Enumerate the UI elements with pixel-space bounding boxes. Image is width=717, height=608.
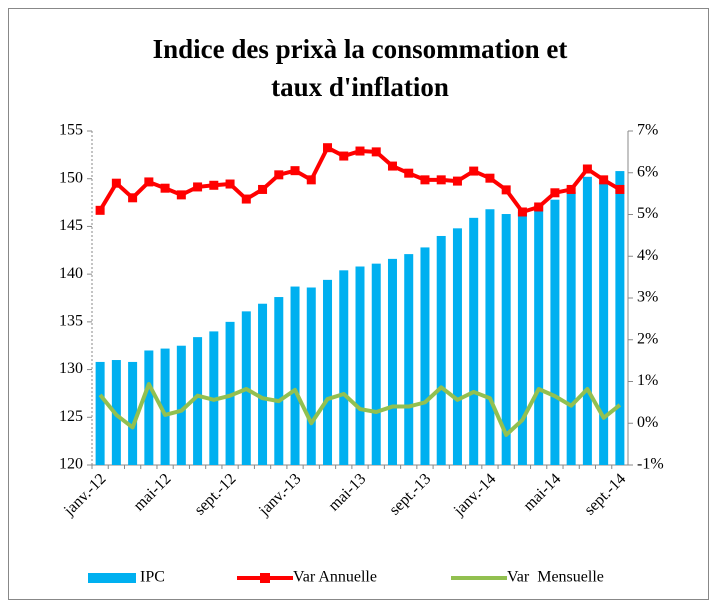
marker	[355, 146, 365, 156]
marker	[193, 182, 203, 192]
y-tick-label: 120	[59, 456, 83, 473]
bar	[566, 192, 576, 465]
marker	[111, 178, 121, 188]
y-tick-label: 135	[59, 313, 83, 330]
bar	[436, 235, 446, 465]
y2-tick-label: 0%	[637, 414, 658, 431]
bar	[404, 254, 414, 465]
bar	[387, 258, 397, 465]
bar	[339, 270, 349, 465]
marker	[404, 168, 414, 178]
y-tick-label: 140	[59, 265, 83, 282]
marker	[323, 143, 333, 153]
y-tick-label: 150	[59, 169, 83, 186]
marker	[290, 166, 300, 176]
bar	[160, 348, 170, 465]
y2-tick-label: 6%	[637, 163, 658, 180]
legend-swatch	[88, 573, 136, 583]
bar	[469, 217, 479, 465]
bar	[501, 214, 511, 465]
marker	[339, 151, 349, 161]
marker	[469, 166, 479, 176]
bar	[355, 266, 365, 465]
marker	[615, 184, 625, 194]
marker	[517, 207, 527, 217]
y2-tick-label: 1%	[637, 372, 658, 389]
marker	[274, 170, 284, 180]
marker	[95, 205, 105, 215]
bar	[582, 176, 592, 465]
bar	[274, 297, 284, 465]
marker	[550, 188, 560, 198]
marker	[582, 164, 592, 174]
bar	[290, 286, 300, 465]
y-tick-label: 130	[59, 360, 83, 377]
y2-tick-label: 5%	[637, 205, 658, 222]
marker	[599, 175, 609, 185]
marker	[566, 184, 576, 194]
marker	[128, 193, 138, 203]
bar	[420, 247, 430, 465]
bar	[323, 279, 333, 465]
bar	[550, 199, 560, 466]
y2-tick-label: 7%	[637, 122, 658, 139]
marker	[225, 179, 235, 189]
marker	[387, 161, 397, 171]
y2-tick-label: 4%	[637, 247, 658, 264]
bar	[615, 171, 625, 465]
marker	[452, 176, 462, 186]
marker	[485, 173, 495, 183]
marker	[176, 190, 186, 200]
marker	[144, 177, 154, 187]
bar	[95, 361, 105, 465]
bar	[534, 205, 544, 466]
bar	[193, 337, 203, 465]
y2-tick-label: 3%	[637, 289, 658, 306]
marker	[534, 202, 544, 212]
legend-label: Var Mensuelle	[507, 569, 604, 586]
legend-label: Var Annuelle	[293, 569, 377, 586]
y-tick-label: 155	[59, 122, 83, 139]
bar	[128, 361, 138, 465]
line	[98, 382, 622, 437]
bar	[144, 350, 154, 465]
marker	[501, 185, 511, 195]
legend-marker	[260, 573, 270, 583]
y2-tick-label: -1%	[637, 456, 664, 473]
bar	[176, 345, 186, 465]
chart-title: taux d'inflation	[271, 72, 449, 102]
marker	[241, 194, 251, 204]
bar	[371, 263, 381, 465]
marker	[258, 184, 268, 194]
chart-title: Indice des prixà la consommation et	[153, 34, 568, 64]
bar	[485, 209, 495, 465]
marker	[209, 180, 219, 190]
y-tick-label: 125	[59, 408, 83, 425]
marker	[436, 175, 446, 185]
bar	[306, 287, 316, 465]
bar	[599, 182, 609, 465]
bar	[452, 228, 462, 465]
marker	[306, 175, 316, 185]
y2-tick-label: 2%	[637, 330, 658, 347]
marker	[160, 183, 170, 193]
bar	[225, 321, 235, 465]
bar	[258, 303, 268, 465]
marker	[371, 147, 381, 157]
y-tick-label: 145	[59, 217, 83, 234]
marker	[420, 175, 430, 185]
bar	[517, 212, 527, 465]
legend-label: IPC	[140, 569, 165, 586]
